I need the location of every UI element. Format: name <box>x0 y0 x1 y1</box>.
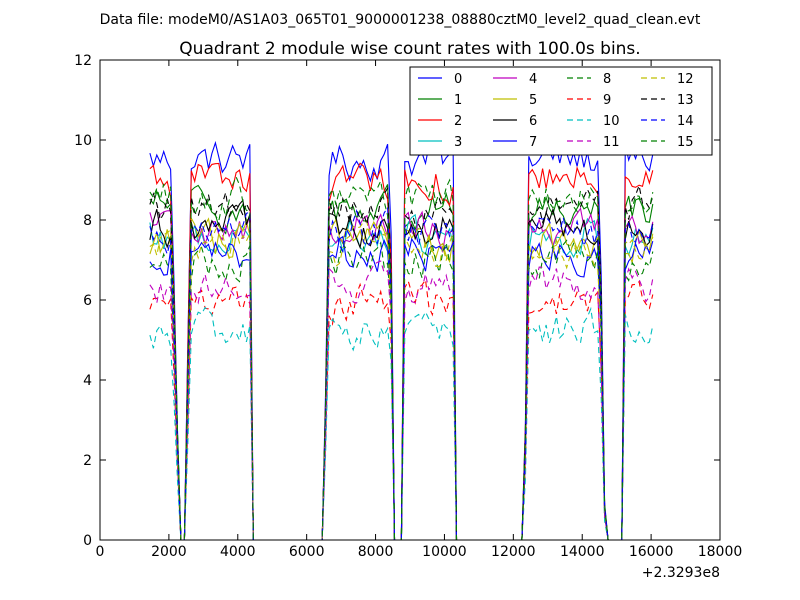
series-line-15 <box>149 175 654 540</box>
series-layer <box>149 140 654 540</box>
legend-label-3: 3 <box>454 135 462 150</box>
legend-label-2: 2 <box>454 114 462 129</box>
series-line-5 <box>149 216 654 540</box>
legend-label-12: 12 <box>677 72 694 87</box>
x-tick-label: 8000 <box>358 544 394 560</box>
legend-label-11: 11 <box>603 135 620 150</box>
y-tick-label: 0 <box>83 533 92 549</box>
legend-label-10: 10 <box>603 114 620 129</box>
series-line-9 <box>149 278 654 540</box>
legend-label-1: 1 <box>454 93 462 108</box>
y-tick-label: 10 <box>74 133 92 149</box>
legend-label-6: 6 <box>529 114 537 129</box>
series-line-13 <box>149 183 654 540</box>
legend-label-9: 9 <box>603 93 611 108</box>
x-tick-label: 18000 <box>698 544 743 560</box>
series-line-12 <box>149 221 654 540</box>
legend-label-5: 5 <box>529 93 537 108</box>
legend-label-4: 4 <box>529 72 537 87</box>
series-line-0 <box>149 140 654 540</box>
legend-label-13: 13 <box>677 93 694 108</box>
legend-label-15: 15 <box>677 135 694 150</box>
x-tick-label: 4000 <box>220 544 256 560</box>
legend-label-7: 7 <box>529 135 537 150</box>
series-line-11 <box>149 260 654 540</box>
series-line-1 <box>149 184 654 540</box>
series-line-14 <box>149 205 654 540</box>
x-tick-label: 16000 <box>629 544 674 560</box>
y-tick-label: 4 <box>83 373 92 389</box>
x-tick-label: 6000 <box>289 544 325 560</box>
x-tick-label: 14000 <box>560 544 605 560</box>
suptitle: Data file: modeM0/AS1A03_065T01_90000012… <box>100 12 701 28</box>
y-tick-label: 6 <box>83 293 92 309</box>
legend-box <box>409 66 713 156</box>
legend-label-14: 14 <box>677 114 694 129</box>
series-line-8 <box>149 239 654 540</box>
x-tick-label: 0 <box>96 544 105 560</box>
x-tick-label: 12000 <box>491 544 536 560</box>
x-tick-label: 2000 <box>151 544 187 560</box>
x-tick-label: 10000 <box>422 544 467 560</box>
x-offset-label: +2.3293e8 <box>642 565 720 581</box>
series-line-7 <box>149 235 654 540</box>
y-tick-label: 2 <box>83 453 92 469</box>
y-tick-label: 8 <box>83 213 92 229</box>
series-line-3 <box>149 213 654 540</box>
chart-title: Quadrant 2 module wise count rates with … <box>179 39 640 59</box>
y-tick-label: 12 <box>74 53 92 69</box>
legend-label-0: 0 <box>454 72 462 87</box>
axis-layer: 0 2000 4000 6000 8000 10000 12000 14000 16000 180… <box>74 53 742 560</box>
legend-label-8: 8 <box>603 72 611 87</box>
series-line-4 <box>149 207 654 540</box>
